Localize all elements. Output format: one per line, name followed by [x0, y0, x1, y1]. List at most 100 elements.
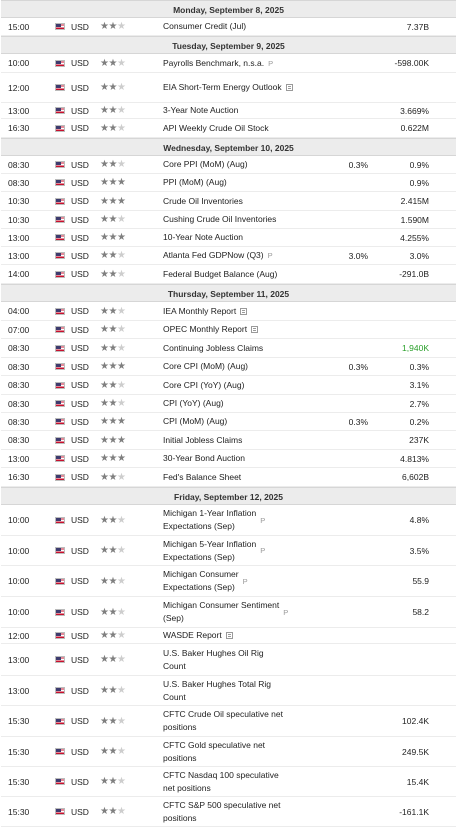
event-name-cell[interactable]: API Weekly Crude Oil Stock — [163, 119, 325, 137]
event-name-cell[interactable]: Michigan Consumer Expectations (Sep) P — [163, 566, 325, 596]
event-row[interactable]: 07:00 USD ★ ★ ★ OPEC Monthly Report — [1, 321, 456, 339]
event-name-cell[interactable]: EIA Short-Term Energy Outlook — [163, 73, 325, 102]
event-name[interactable]: Michigan Consumer Sentiment (Sep) — [163, 600, 280, 623]
event-row[interactable]: 08:30 USD ★ ★ ★ Core CPI (YoY) (Aug) 3.1% — [1, 376, 456, 395]
event-name[interactable]: Michigan 1-Year Inflation Expectations (… — [163, 508, 257, 531]
event-name-cell[interactable]: Federal Budget Balance (Aug) — [163, 265, 325, 283]
event-name[interactable]: IEA Monthly Report — [163, 305, 237, 316]
event-name[interactable]: CFTC Crude Oil speculative net positions — [163, 709, 283, 732]
event-row[interactable]: 16:30 USD ★ ★ ★ API Weekly Crude Oil Stock 0.6… — [1, 119, 456, 138]
event-name-cell[interactable]: Michigan Consumer Sentiment (Sep) P — [163, 597, 325, 627]
report-icon[interactable] — [251, 326, 259, 333]
event-name-cell[interactable]: CFTC Crude Oil speculative net positions — [163, 706, 325, 736]
event-name-cell[interactable]: Cushing Crude Oil Inventories — [163, 211, 325, 228]
event-name-cell[interactable]: Core PPI (MoM) (Aug) — [163, 156, 325, 173]
event-row[interactable]: 08:30 USD ★ ★ ★ PPI (MoM) (Aug) 0.9% — [1, 174, 456, 192]
event-row[interactable]: 15:30 USD ★ ★ ★ CFTC Crude Oil speculative ne… — [1, 706, 456, 737]
event-row[interactable]: 14:00 USD ★ ★ ★ Federal Budget Balance (Aug) -… — [1, 265, 456, 284]
event-name[interactable]: U.S. Baker Hughes Oil Rig Count — [163, 647, 264, 671]
event-name[interactable]: CPI (YoY) (Aug) — [163, 398, 224, 408]
event-name[interactable]: EIA Short-Term Energy Outlook — [163, 82, 282, 92]
event-row[interactable]: 10:30 USD ★ ★ ★ Cushing Crude Oil Inventories… — [1, 211, 456, 229]
event-name-cell[interactable]: CFTC Nasdaq 100 speculative net position… — [163, 767, 325, 796]
report-icon[interactable] — [240, 307, 248, 315]
event-name-cell[interactable]: Michigan 5-Year Inflation Expectations (… — [163, 536, 325, 565]
event-name[interactable]: Fed's Balance Sheet — [163, 471, 242, 482]
event-row[interactable]: 10:00 USD ★ ★ ★ Michigan 5-Year Inflation Exp… — [1, 536, 456, 566]
event-row[interactable]: 10:00 USD ★ ★ ★ Michigan Consumer Sentiment (… — [1, 597, 456, 628]
event-name[interactable]: Michigan 5-Year Inflation Expectations (… — [163, 538, 257, 562]
event-name[interactable]: CFTC S&P 500 speculative net positions — [163, 799, 281, 823]
event-name[interactable]: 10-Year Note Auction — [163, 232, 244, 242]
event-name-cell[interactable]: PPI (MoM) (Aug) — [163, 174, 325, 191]
event-row[interactable]: 10:00 USD ★ ★ ★ Michigan 1-Year Inflation Exp… — [1, 505, 456, 536]
event-name-cell[interactable]: Consumer Credit (Jul) — [163, 18, 325, 35]
event-row[interactable]: 13:00 USD ★ ★ ★ 3-Year Note Auction 3.669% — [1, 103, 456, 119]
event-name[interactable]: Federal Budget Balance (Aug) — [163, 268, 278, 279]
event-name-cell[interactable]: Fed's Balance Sheet — [163, 468, 325, 486]
event-row[interactable]: 16:30 USD ★ ★ ★ Fed's Balance Sheet 6,602B — [1, 468, 456, 487]
event-name[interactable]: Atlanta Fed GDPNow (Q3) — [163, 250, 264, 260]
event-row[interactable]: 08:30 USD ★ ★ ★ Core PPI (MoM) (Aug) 0.3% 0.9% — [1, 156, 456, 174]
event-name-cell[interactable]: Continuing Jobless Claims — [163, 339, 325, 357]
event-name[interactable]: Consumer Credit (Jul) — [163, 21, 247, 31]
event-name-cell[interactable]: Core CPI (MoM) (Aug) — [163, 358, 325, 375]
event-name-cell[interactable]: 10-Year Note Auction — [163, 229, 325, 246]
event-name[interactable]: U.S. Baker Hughes Total Rig Count — [163, 678, 272, 702]
event-row[interactable]: 08:30 USD ★ ★ ★ CPI (MoM) (Aug) 0.3% 0.2% — [1, 413, 456, 431]
event-row[interactable]: 13:00 USD ★ ★ ★ U.S. Baker Hughes Oil Rig Cou… — [1, 644, 456, 676]
event-row[interactable]: 10:00 USD ★ ★ ★ Michigan Consumer Expectation… — [1, 566, 456, 597]
event-row[interactable]: 13:00 USD ★ ★ ★ Atlanta Fed GDPNow (Q3) P 3.0% 3… — [1, 247, 456, 265]
event-row[interactable]: 10:30 USD ★ ★ ★ Crude Oil Inventories 2.415M — [1, 192, 456, 211]
event-name-cell[interactable]: Core CPI (YoY) (Aug) — [163, 376, 325, 394]
event-name[interactable]: Crude Oil Inventories — [163, 195, 243, 206]
event-name[interactable]: Initial Jobless Claims — [163, 434, 243, 445]
event-name-cell[interactable]: Payrolls Benchmark, n.s.a. P — [163, 54, 325, 72]
event-row[interactable]: 15:00 USD ★ ★ ★ Consumer Credit (Jul) 7.37B — [1, 18, 456, 36]
event-name[interactable]: Continuing Jobless Claims — [163, 342, 264, 353]
event-name[interactable]: Core CPI (YoY) (Aug) — [163, 379, 245, 390]
event-name[interactable]: CPI (MoM) (Aug) — [163, 416, 228, 426]
event-row[interactable]: 10:00 USD ★ ★ ★ Payrolls Benchmark, n.s.a. P -5… — [1, 54, 456, 73]
event-row[interactable]: 15:30 USD ★ ★ ★ CFTC Nasdaq 100 speculative n… — [1, 767, 456, 797]
event-name[interactable]: CFTC Nasdaq 100 speculative net position… — [163, 769, 279, 793]
event-name[interactable]: Core PPI (MoM) (Aug) — [163, 159, 248, 169]
report-icon[interactable] — [285, 84, 293, 91]
event-name[interactable]: API Weekly Crude Oil Stock — [163, 122, 269, 133]
event-row[interactable]: 08:30 USD ★ ★ ★ CPI (YoY) (Aug) 2.7% — [1, 395, 456, 413]
event-row[interactable]: 08:30 USD ★ ★ ★ Core CPI (MoM) (Aug) 0.3% 0.3% — [1, 358, 456, 376]
event-name[interactable]: CFTC Gold speculative net positions — [163, 739, 266, 763]
event-row[interactable]: 15:30 USD ★ ★ ★ CFTC Gold speculative net pos… — [1, 737, 456, 767]
event-row[interactable]: 13:00 USD ★ ★ ★ U.S. Baker Hughes Total Rig C… — [1, 676, 456, 706]
event-name-cell[interactable]: CPI (MoM) (Aug) — [163, 413, 325, 430]
event-row[interactable]: 15:30 USD ★ ★ ★ CFTC S&P 500 speculative net … — [1, 797, 456, 827]
event-row[interactable]: 08:30 USD ★ ★ ★ Continuing Jobless Claims 1,94… — [1, 339, 456, 358]
event-name[interactable]: Payrolls Benchmark, n.s.a. — [163, 57, 265, 68]
event-name[interactable]: 3-Year Note Auction — [163, 105, 239, 115]
event-name-cell[interactable]: CFTC Gold speculative net positions — [163, 737, 325, 766]
event-name[interactable]: PPI (MoM) (Aug) — [163, 177, 227, 187]
event-name[interactable]: Michigan Consumer Expectations (Sep) — [163, 569, 239, 592]
event-name[interactable]: WASDE Report — [163, 630, 222, 640]
event-name[interactable]: Cushing Crude Oil Inventories — [163, 214, 277, 224]
event-row[interactable]: 04:00 USD ★ ★ ★ IEA Monthly Report — [1, 302, 456, 321]
event-name-cell[interactable]: Initial Jobless Claims — [163, 431, 325, 449]
event-name-cell[interactable]: OPEC Monthly Report — [163, 321, 325, 338]
event-name-cell[interactable]: Atlanta Fed GDPNow (Q3) P — [163, 247, 325, 264]
event-name-cell[interactable]: U.S. Baker Hughes Oil Rig Count — [163, 644, 325, 675]
event-row[interactable]: 12:00 USD ★ ★ ★ WASDE Report — [1, 628, 456, 644]
event-name-cell[interactable]: 30-Year Bond Auction — [163, 450, 325, 467]
event-name-cell[interactable]: CFTC S&P 500 speculative net positions — [163, 797, 325, 826]
event-name-cell[interactable]: Michigan 1-Year Inflation Expectations (… — [163, 505, 325, 535]
event-name-cell[interactable]: IEA Monthly Report — [163, 302, 325, 320]
event-row[interactable]: 13:00 USD ★ ★ ★ 30-Year Bond Auction 4.813% — [1, 450, 456, 468]
event-name-cell[interactable]: WASDE Report — [163, 628, 325, 643]
event-name[interactable]: OPEC Monthly Report — [163, 324, 248, 334]
event-name[interactable]: Core CPI (MoM) (Aug) — [163, 361, 249, 371]
event-name[interactable]: 30-Year Bond Auction — [163, 453, 245, 463]
event-name-cell[interactable]: U.S. Baker Hughes Total Rig Count — [163, 676, 325, 705]
report-icon[interactable] — [225, 632, 233, 639]
event-name-cell[interactable]: CPI (YoY) (Aug) — [163, 395, 325, 412]
event-row[interactable]: 13:00 USD ★ ★ ★ 10-Year Note Auction 4.255% — [1, 229, 456, 247]
event-row[interactable]: 12:00 USD ★ ★ ★ EIA Short-Term Energy Outlook — [1, 73, 456, 103]
